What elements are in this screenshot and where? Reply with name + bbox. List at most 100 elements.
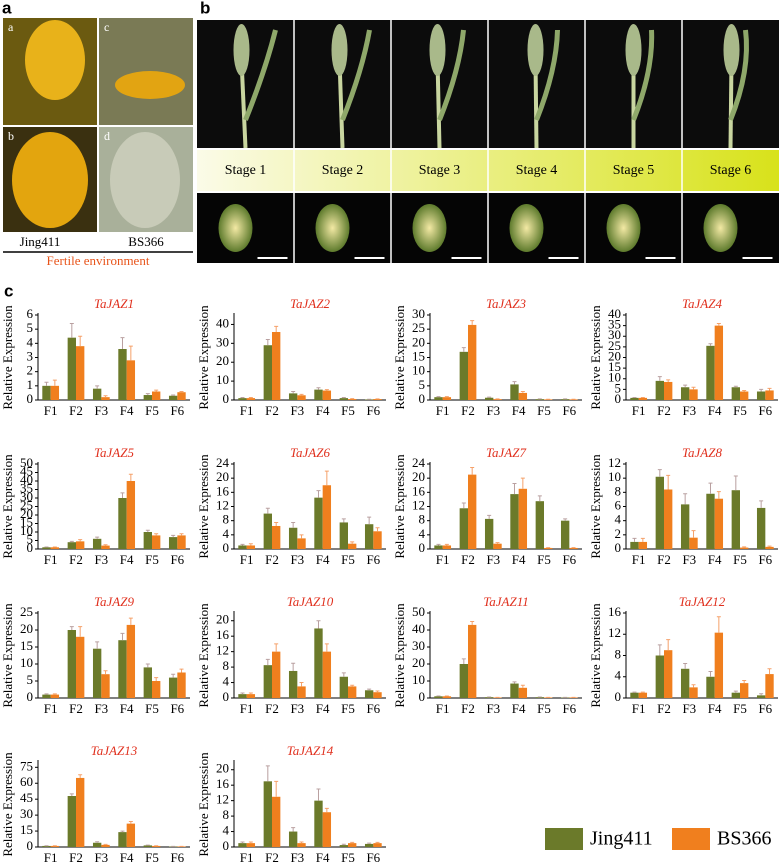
- wheat-spike: [625, 24, 642, 76]
- y-tick-label: 0: [615, 391, 622, 406]
- y-tick-label: 10: [608, 469, 621, 484]
- y-tick-label: 25: [608, 338, 621, 353]
- y-tick-label: 8: [615, 646, 622, 661]
- x-tick-label: F6: [366, 850, 380, 865]
- chart-title: TaJAZ1: [94, 296, 134, 311]
- floret: [218, 204, 253, 252]
- bar: [655, 476, 664, 549]
- bar: [42, 385, 51, 400]
- x-tick-label: F2: [461, 552, 475, 567]
- legend-swatch: [672, 828, 710, 850]
- x-tick-label: F6: [562, 552, 576, 567]
- photo-letter: d: [104, 129, 110, 143]
- bar: [238, 843, 247, 847]
- bar: [339, 398, 348, 400]
- y-tick-label: 0: [223, 391, 230, 406]
- bar: [177, 535, 186, 549]
- y-tick-label: 20: [216, 469, 229, 484]
- error-bar: [316, 620, 321, 629]
- error-bar: [69, 540, 74, 543]
- y-tick-label: 16: [216, 627, 230, 642]
- wheat-leaf: [631, 29, 655, 121]
- y-axis-label: Relative Expression: [196, 305, 211, 410]
- error-bar: [291, 521, 296, 528]
- error-bar: [444, 543, 449, 546]
- bar: [569, 547, 578, 549]
- x-tick-label: F2: [461, 701, 475, 716]
- bar: [143, 845, 152, 847]
- x-tick-label: F6: [170, 701, 184, 716]
- y-tick-label: 30: [216, 334, 229, 349]
- bar: [484, 697, 494, 698]
- bar: [288, 670, 298, 698]
- error-bar: [742, 679, 747, 684]
- x-tick-label: F3: [682, 552, 696, 567]
- y-tick-label: 15: [20, 638, 33, 653]
- bar: [322, 485, 332, 549]
- bar: [322, 651, 332, 698]
- error-bar: [470, 467, 475, 475]
- bar: [76, 541, 85, 549]
- x-tick-label: F3: [486, 701, 500, 716]
- bar: [126, 823, 136, 847]
- bar: [706, 676, 715, 698]
- y-tick-label: 20: [608, 348, 621, 363]
- bar: [297, 843, 306, 847]
- bar: [288, 831, 298, 847]
- y-tick-label: 50: [412, 604, 425, 619]
- bar: [680, 668, 690, 698]
- error-bar: [520, 684, 525, 688]
- x-tick-label: F5: [537, 552, 551, 567]
- error-bar: [767, 545, 772, 547]
- bar: [238, 694, 247, 698]
- y-tick-label: 5: [27, 531, 34, 546]
- x-tick-label: F4: [120, 403, 134, 418]
- y-tick-label: 20: [216, 353, 229, 368]
- x-tick-label: F3: [94, 701, 108, 716]
- y-axis-label: Relative Expression: [0, 603, 15, 708]
- x-tick-label: F4: [708, 403, 722, 418]
- bar: [364, 524, 374, 549]
- wheat-leaf: [437, 29, 466, 121]
- y-tick-label: 5: [27, 672, 34, 687]
- y-tick-label: 15: [608, 359, 621, 374]
- y-tick-label: 60: [20, 774, 33, 789]
- error-bar: [265, 658, 270, 666]
- bar: [339, 845, 348, 847]
- error-bar: [657, 469, 662, 477]
- stage-label: Stage 6: [710, 163, 752, 178]
- error-bar: [291, 827, 296, 832]
- x-tick-label: F1: [436, 701, 450, 716]
- error-bar: [444, 396, 449, 398]
- bar: [459, 508, 468, 549]
- bar: [272, 332, 281, 400]
- error-bar: [95, 641, 100, 649]
- bar: [544, 547, 553, 549]
- x-tick-label: F1: [44, 850, 58, 865]
- bar: [118, 832, 127, 847]
- error-bar: [733, 690, 738, 693]
- y-tick-label: 10: [20, 655, 33, 670]
- x-tick-label: F5: [341, 403, 355, 418]
- error-bar: [640, 691, 645, 693]
- bar: [518, 392, 528, 400]
- y-axis-label: Relative Expression: [392, 305, 407, 410]
- error-bar: [367, 842, 372, 844]
- error-bar: [95, 841, 100, 843]
- bar: [434, 696, 443, 698]
- x-tick-label: F4: [512, 552, 526, 567]
- y-tick-label: 8: [223, 512, 230, 527]
- error-bar: [44, 693, 49, 695]
- bar: [272, 651, 281, 698]
- y-tick-label: 10: [412, 363, 425, 378]
- y-tick-label: 4: [615, 668, 622, 683]
- x-tick-label: F2: [69, 403, 83, 418]
- bar: [297, 395, 306, 400]
- error-bar: [470, 621, 475, 625]
- wheat-spike: [331, 24, 348, 76]
- bar: [168, 537, 178, 549]
- bar: [680, 504, 690, 549]
- bar: [706, 345, 715, 400]
- y-axis-label: Relative Expression: [196, 454, 211, 559]
